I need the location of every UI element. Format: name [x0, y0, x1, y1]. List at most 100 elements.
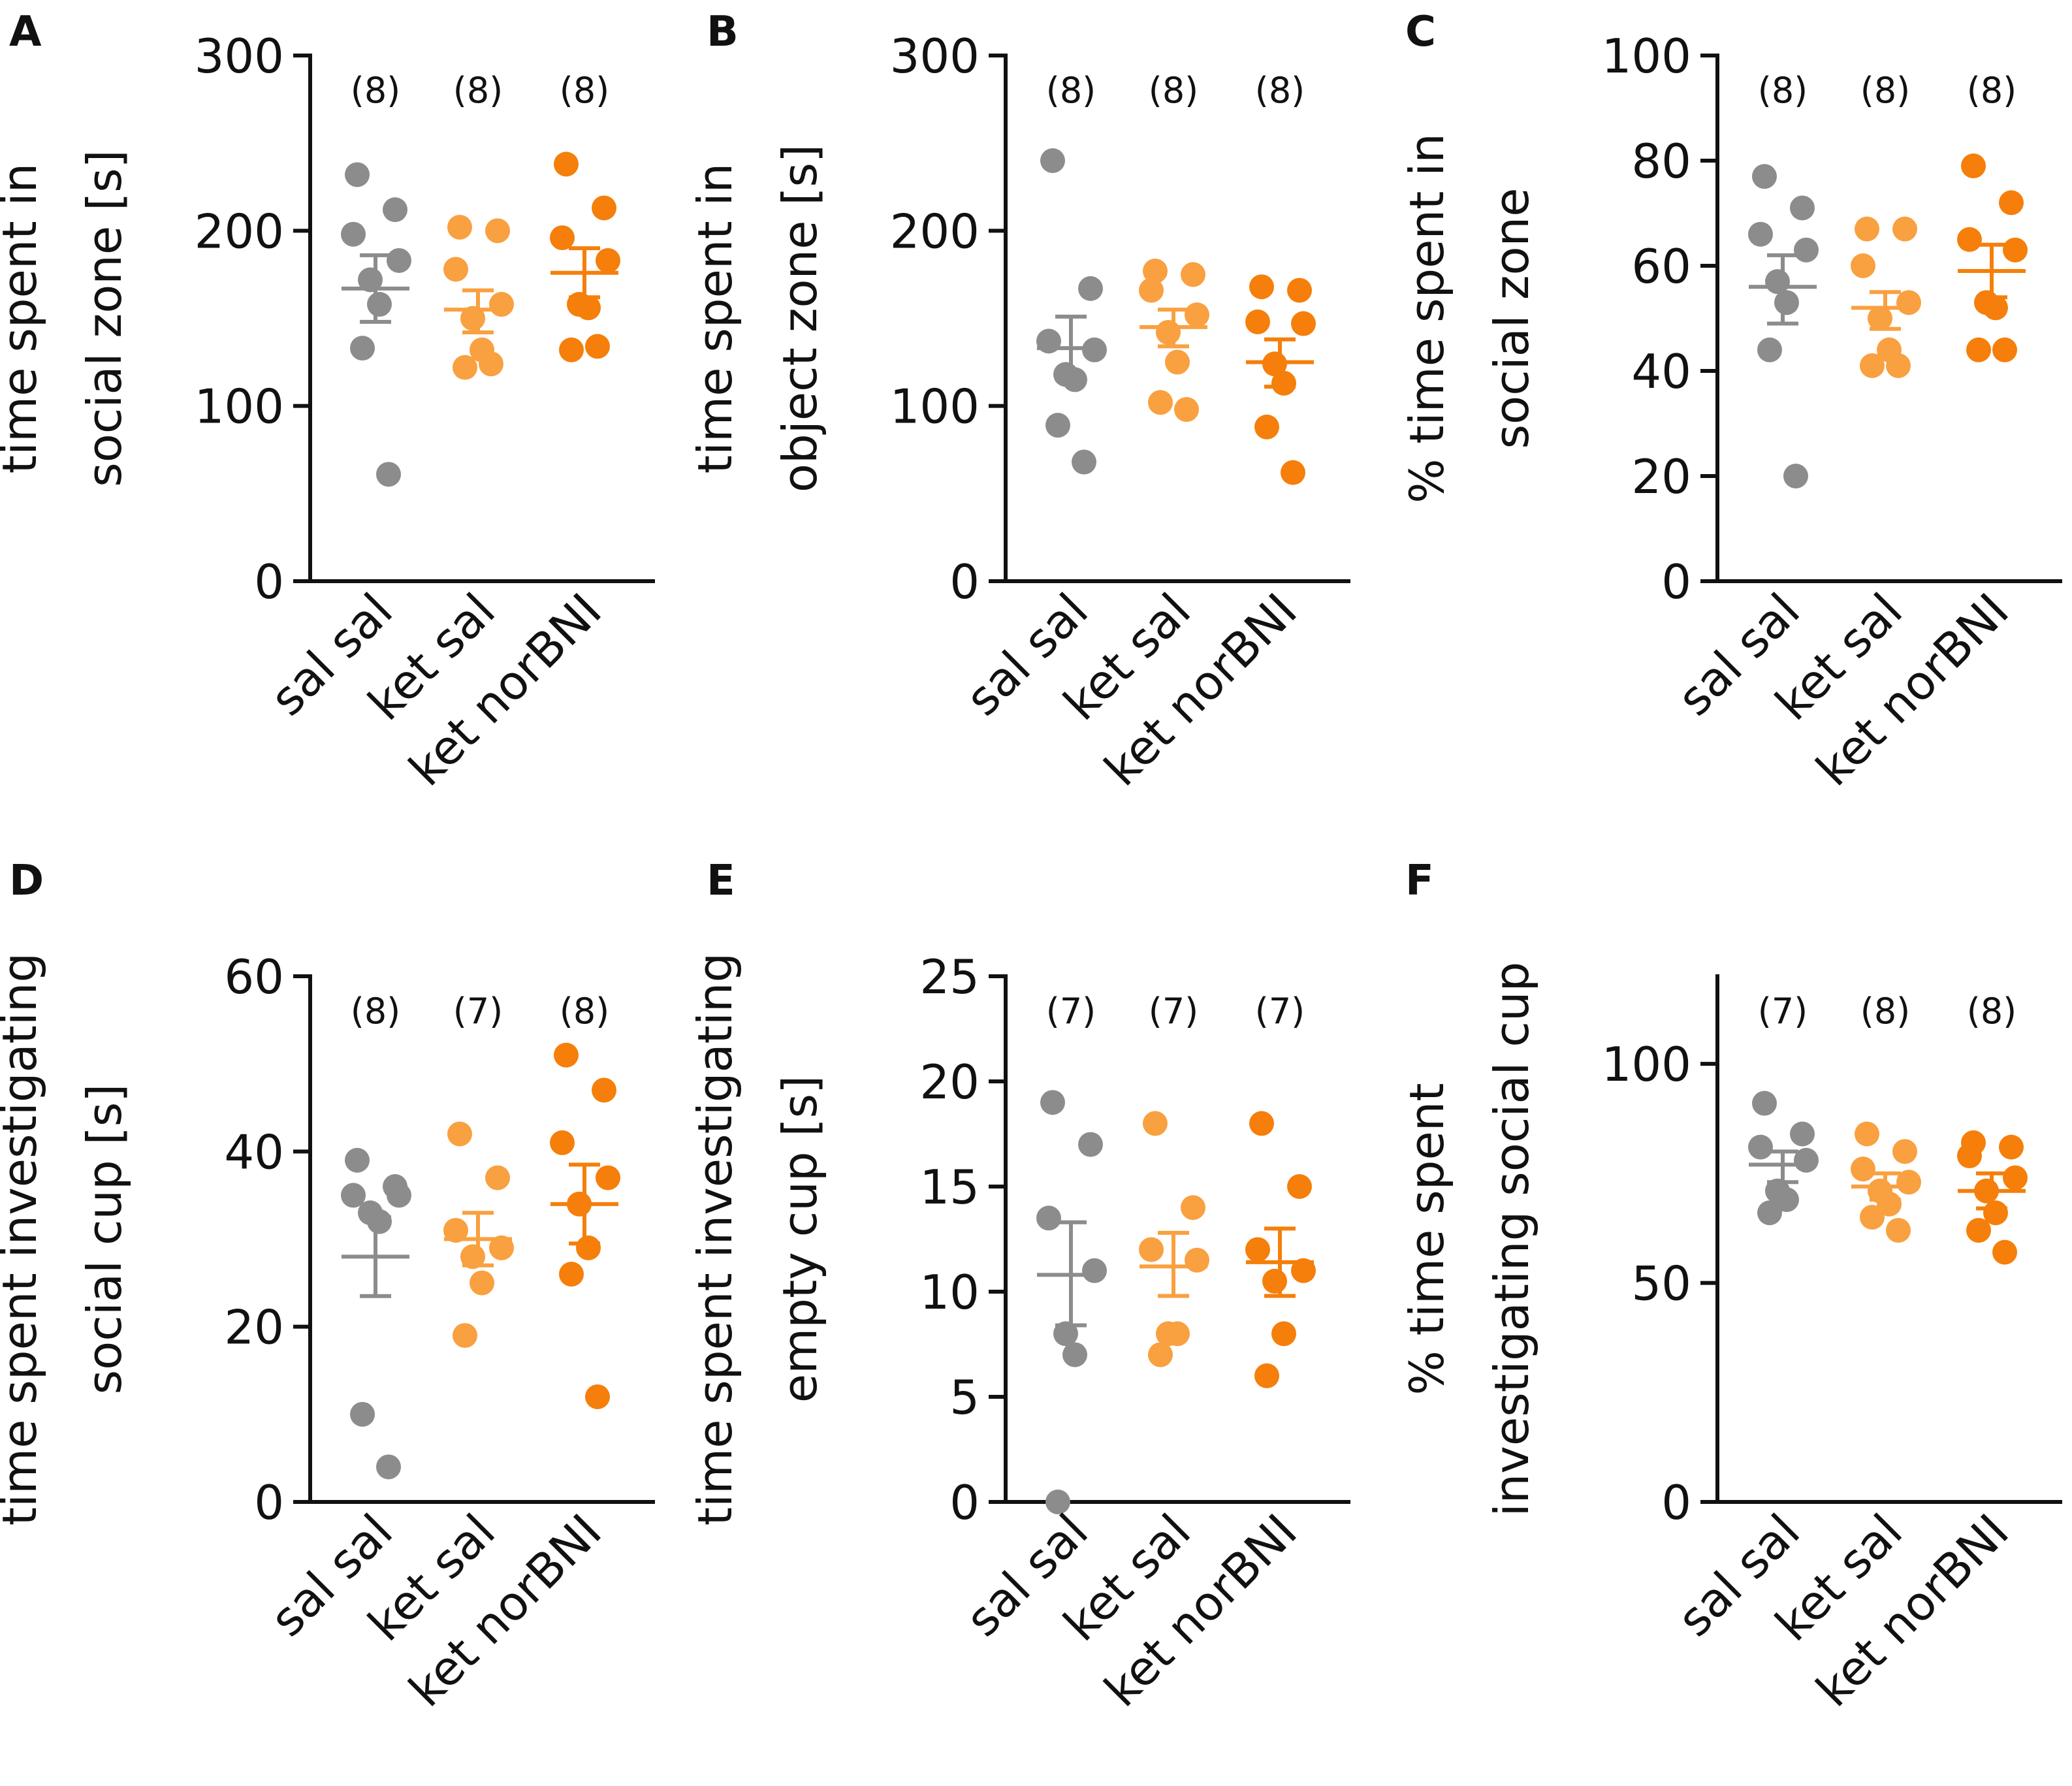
y-axis-title-line: social cup [s] [77, 1084, 132, 1395]
data-point [1040, 148, 1065, 173]
n-label: (8) [453, 70, 503, 111]
data-point [1139, 278, 1164, 303]
y-tick-label: 0 [949, 554, 980, 609]
data-point [1287, 1174, 1312, 1199]
y-axis-title-line: time spent in [688, 163, 742, 473]
data-point [1287, 278, 1312, 303]
y-axis-title-line: empty cup [s] [773, 1076, 827, 1403]
data-point [1185, 302, 1209, 328]
y-axis-title-line: investigating social cup [1484, 962, 1539, 1517]
n-label: (8) [1967, 70, 2017, 111]
data-point [576, 1235, 601, 1260]
panel-letter: C [1405, 8, 1436, 56]
data-point [1254, 414, 1279, 439]
data-point [345, 162, 370, 187]
y-tick-label: 0 [1661, 554, 1691, 609]
data-point [453, 355, 477, 380]
n-label: (8) [1860, 991, 1911, 1032]
n-label: (8) [1967, 991, 2017, 1032]
n-label: (7) [1046, 991, 1096, 1032]
data-point [489, 1235, 514, 1260]
n-label: (8) [1046, 70, 1096, 111]
panel-c: C 0 20 40 60 80 100 % time spent in social zone (… [1399, 8, 2062, 797]
data-point [1757, 337, 1782, 362]
data-point [1783, 464, 1808, 488]
y-tick-label: 50 [1631, 1256, 1691, 1311]
data-point [1036, 1205, 1061, 1231]
y-tick-label: 60 [224, 949, 284, 1004]
n-label: (8) [1758, 70, 1808, 111]
y-tick-label: 300 [195, 29, 284, 84]
data-point [1156, 319, 1181, 345]
data-point [1249, 1111, 1274, 1136]
data-point [585, 334, 610, 359]
data-point [1291, 311, 1316, 336]
data-point [1045, 413, 1070, 438]
y-tick-label: 60 [1631, 239, 1691, 294]
panel-letter: E [707, 857, 735, 905]
data-point [550, 1130, 575, 1155]
data-point [341, 1183, 366, 1208]
n-label: (8) [1255, 70, 1305, 111]
y-axis-title-line: time spent investigating [688, 953, 742, 1526]
n-label: (8) [351, 70, 401, 111]
data-point [1045, 1490, 1070, 1514]
data-point [1245, 309, 1270, 334]
data-point [1040, 1090, 1065, 1115]
data-point [1148, 1342, 1173, 1367]
data-point [1062, 1342, 1087, 1367]
data-point [1291, 1258, 1316, 1283]
data-point [1860, 1204, 1885, 1230]
y-axis-title-line: time spent in [0, 163, 47, 473]
y-axis-title-line: object zone [s] [773, 144, 827, 492]
data-point [1855, 1121, 1879, 1147]
panel-letter: D [9, 857, 44, 905]
data-point [1774, 1187, 1799, 1213]
data-point [1053, 1321, 1078, 1347]
panel-a: A 0 100 200 300 time spent in social zone [s] (… [0, 8, 655, 797]
data-point [1281, 460, 1305, 485]
y-tick-label: 100 [1602, 1037, 1691, 1092]
data-point [345, 1147, 370, 1173]
data-point [1999, 190, 2024, 215]
n-label: (7) [1758, 991, 1808, 1032]
data-point [1174, 397, 1199, 423]
data-point [1860, 353, 1885, 378]
data-point [1271, 1321, 1296, 1347]
y-tick-label: 20 [224, 1300, 284, 1355]
data-point [550, 225, 575, 251]
data-point [1262, 1268, 1287, 1294]
data-point [559, 1262, 584, 1287]
n-label: (8) [560, 991, 610, 1032]
data-point [1774, 290, 1799, 315]
data-point [453, 1323, 477, 1348]
data-point [1886, 353, 1911, 378]
y-tick-label: 25 [919, 949, 980, 1004]
data-point [1892, 1139, 1917, 1164]
data-point [2003, 1165, 2028, 1190]
y-tick-label: 0 [254, 1475, 284, 1530]
data-point [1790, 195, 1815, 221]
data-point [1851, 1156, 1875, 1182]
data-point [1139, 1237, 1164, 1262]
n-label: (7) [1149, 991, 1199, 1032]
data-point [554, 1042, 579, 1068]
data-point [1752, 1091, 1777, 1116]
data-point [367, 292, 392, 317]
data-point [443, 1218, 468, 1243]
data-point [1961, 153, 1986, 179]
data-point [1078, 276, 1103, 301]
data-point [489, 292, 514, 317]
n-label: (7) [453, 991, 503, 1032]
panel-e: E 0 5 10 15 20 25 time spent investigating empty… [688, 857, 1350, 1717]
panel-letter: F [1405, 857, 1434, 905]
y-tick-label: 20 [1631, 449, 1691, 504]
data-point [1966, 337, 1991, 362]
data-point [559, 337, 584, 362]
y-tick-label: 5 [949, 1370, 980, 1425]
data-point [554, 151, 579, 177]
y-axis-title-line: time spent investigating [0, 953, 47, 1526]
data-point [376, 462, 401, 487]
